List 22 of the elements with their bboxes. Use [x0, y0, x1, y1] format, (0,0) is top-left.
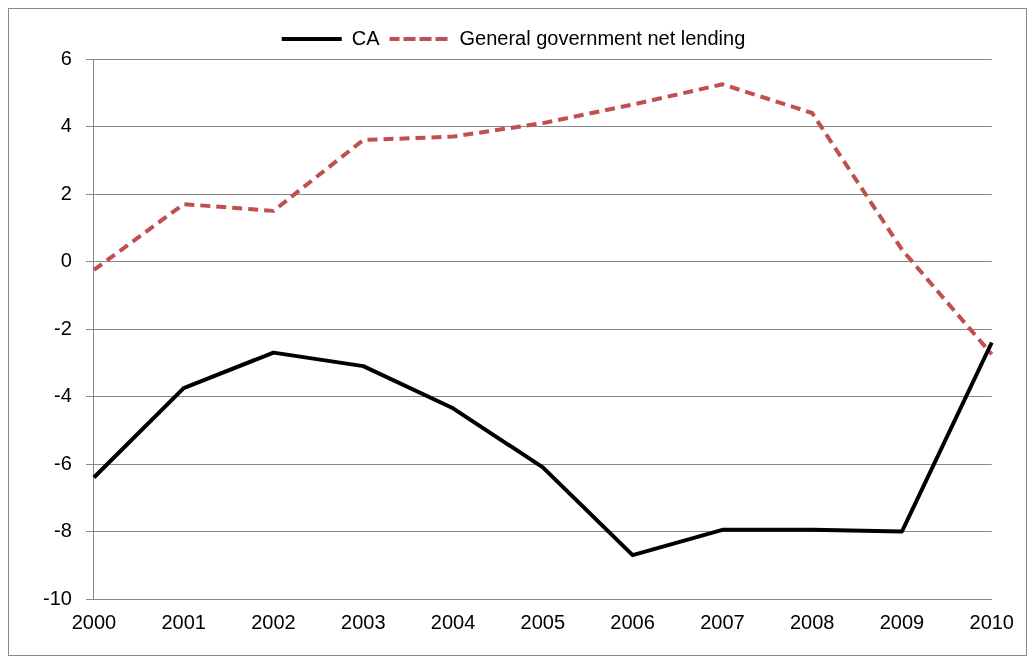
y-tick-label: 2 [60, 181, 72, 204]
y-tick-label: -6 [54, 451, 72, 474]
y-tick-label: 0 [60, 249, 72, 272]
y-tick-label: 4 [60, 114, 72, 137]
legend-label: CA [351, 26, 381, 49]
y-tick-label: -2 [54, 316, 72, 339]
y-tick-label: -4 [54, 384, 72, 407]
x-tick-label: 2009 [879, 610, 925, 633]
x-tick-label: 2007 [700, 610, 745, 633]
x-tick-label: 2000 [71, 610, 117, 633]
x-tick-label: 2006 [610, 610, 655, 633]
x-tick-label: 2010 [969, 610, 1014, 633]
y-tick-label: -10 [43, 586, 72, 609]
x-tick-label: 2008 [789, 610, 835, 633]
y-tick-label: 6 [60, 46, 72, 69]
x-tick-label: 2005 [520, 610, 566, 633]
legend-label: General government net lending [459, 26, 746, 49]
y-tick-label: -8 [54, 519, 72, 542]
x-tick-label: 2002 [251, 610, 296, 633]
x-tick-label: 2003 [341, 610, 386, 633]
x-tick-label: 2001 [161, 610, 206, 633]
x-tick-label: 2004 [430, 610, 476, 633]
